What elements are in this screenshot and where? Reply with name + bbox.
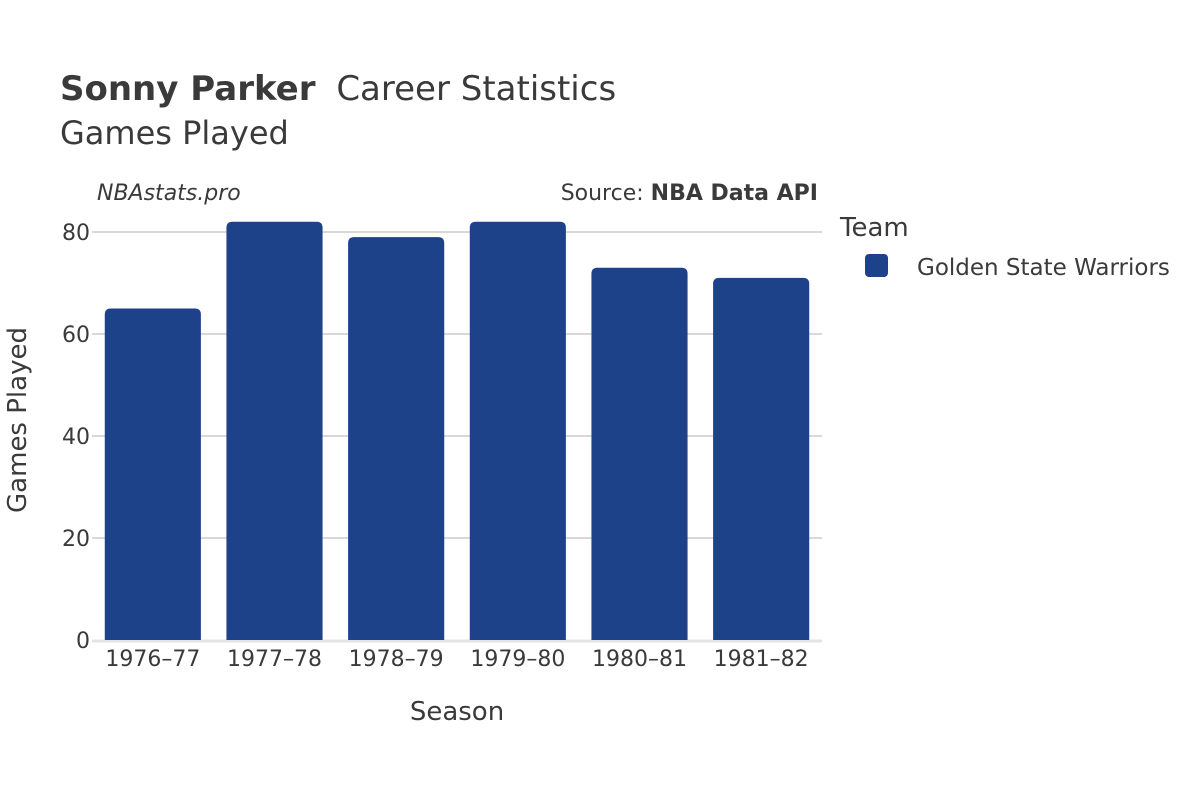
title-player-name: Sonny Parker <box>60 69 316 109</box>
y-axis-ticks: 0 20 40 60 80 <box>62 221 90 654</box>
chart-subtitle: Games Played <box>60 114 289 152</box>
gridlines <box>92 231 822 643</box>
x-tick-label: 1977–78 <box>227 647 322 672</box>
bar[interactable] <box>104 308 201 641</box>
bar[interactable] <box>348 237 445 640</box>
source-credit: Source: NBA Data API <box>561 181 818 206</box>
chart-title: Sonny Parker Career Statistics <box>60 69 616 109</box>
title-rest: Career Statistics <box>336 69 616 109</box>
bar[interactable] <box>226 221 323 641</box>
x-tick-label: 1979–80 <box>470 647 565 672</box>
x-tick-label: 1976–77 <box>105 647 200 672</box>
legend-item[interactable]: Golden State Warriors <box>865 254 1170 281</box>
bar[interactable] <box>469 221 566 641</box>
x-axis-ticks: 1976–77 1977–78 1978–79 1979–80 1980–81 1981–… <box>105 647 808 672</box>
source-name: NBA Data API <box>651 181 818 206</box>
bars <box>104 221 810 641</box>
y-tick-label: 0 <box>76 629 90 654</box>
x-tick-label: 1980–81 <box>592 647 687 672</box>
x-axis-title: Season <box>410 697 504 727</box>
y-tick-label: 80 <box>62 221 90 246</box>
legend-title: Team <box>839 213 909 243</box>
legend-item-label: Golden State Warriors <box>917 255 1170 281</box>
source-prefix: Source: <box>561 181 651 206</box>
legend-swatch <box>865 254 888 277</box>
bar[interactable] <box>591 267 688 640</box>
y-tick-label: 20 <box>62 527 90 552</box>
y-tick-label: 40 <box>62 425 90 450</box>
x-tick-label: 1978–79 <box>349 647 444 672</box>
y-tick-label: 60 <box>62 323 90 348</box>
site-credit: NBAstats.pro <box>97 181 241 206</box>
bar[interactable] <box>713 277 810 640</box>
x-tick-label: 1981–82 <box>714 647 809 672</box>
y-axis-title: Games Played <box>3 327 33 513</box>
